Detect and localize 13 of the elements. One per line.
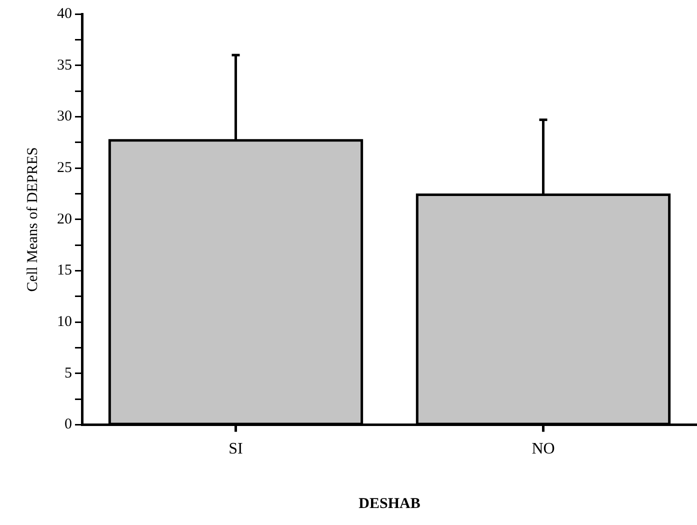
y-tick-label: 25 xyxy=(57,160,72,176)
y-axis-title: Cell Means of DEPRES xyxy=(24,147,41,292)
x-tick-label: SI xyxy=(228,440,243,458)
x-axis-title: DESHAB xyxy=(358,496,420,512)
y-tick-label: 15 xyxy=(57,262,72,279)
x-tick-label: NO xyxy=(532,440,555,458)
y-tick-label: 10 xyxy=(57,314,72,330)
y-tick-label: 0 xyxy=(64,416,72,433)
y-tick-label: 30 xyxy=(57,108,72,125)
y-tick-label: 5 xyxy=(64,365,72,382)
y-tick-label: 40 xyxy=(57,6,72,22)
y-tick-label: 35 xyxy=(57,57,72,74)
y-tick-label: 20 xyxy=(57,211,72,228)
